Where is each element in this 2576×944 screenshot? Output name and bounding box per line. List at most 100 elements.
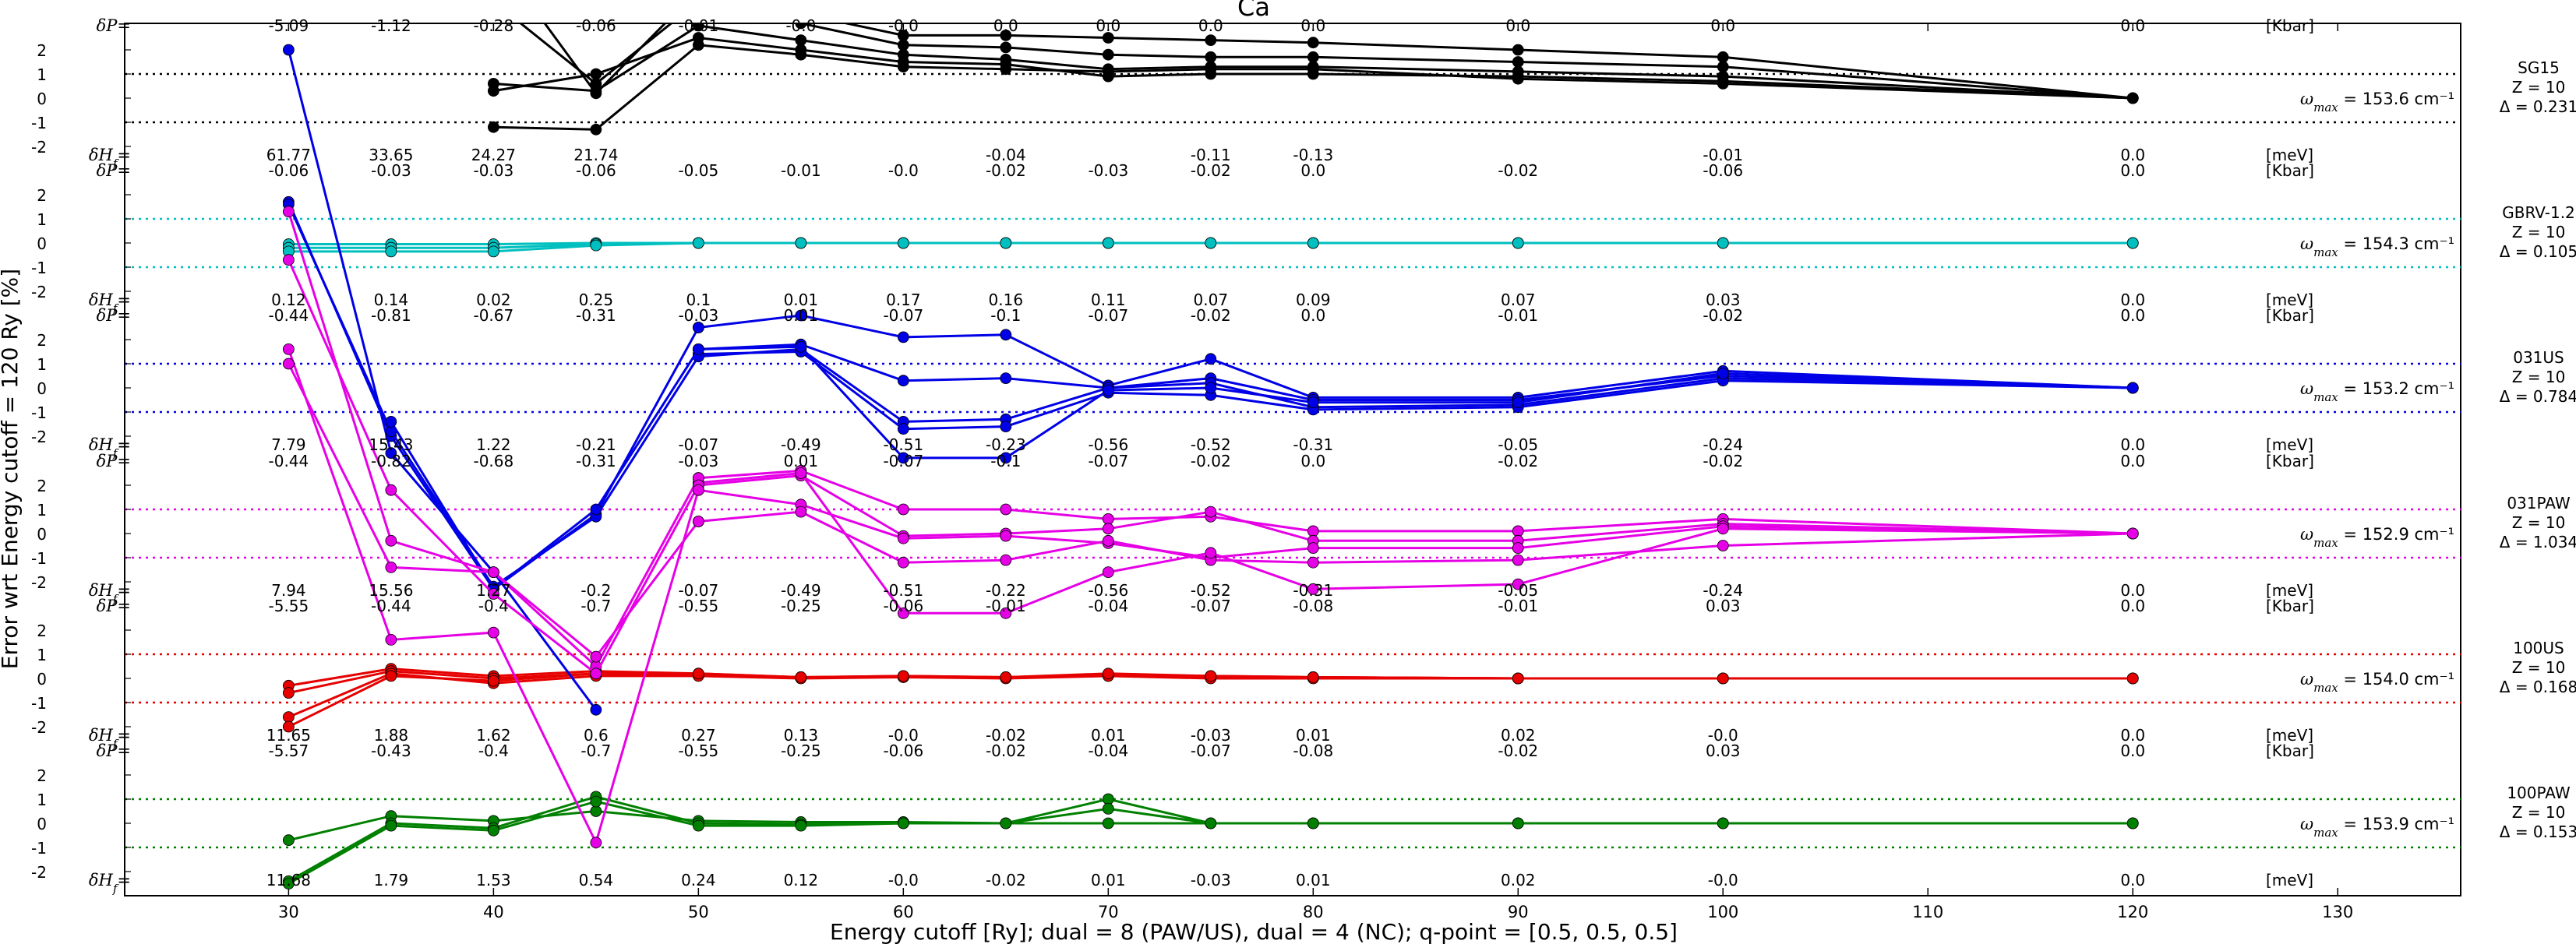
data-point [1307, 583, 1319, 595]
series-line [698, 347, 2133, 423]
pressure-value: -0.07 [883, 306, 923, 325]
pressure-value: -0.03 [473, 161, 513, 180]
data-point [1000, 63, 1012, 76]
omega-max-label: ωmax = 153.6 cm⁻¹ [2300, 90, 2454, 114]
enthalpy-value: 0.17 [886, 291, 921, 309]
data-point [282, 44, 295, 56]
enthalpy-value: 24.27 [471, 146, 516, 164]
data-point [385, 245, 397, 258]
pressure-value: -0.44 [371, 597, 411, 615]
pressure-symbol: δP= [97, 452, 131, 470]
data-point [1307, 51, 1319, 63]
series-line [698, 350, 2133, 431]
data-point [897, 375, 909, 387]
data-point [487, 626, 499, 639]
data-point [795, 340, 807, 353]
enthalpy-symbol: δHf= [89, 581, 131, 606]
pressure-value: 0.0 [2120, 597, 2145, 615]
enthalpy-unit: [meV] [2266, 581, 2313, 600]
data-point [795, 237, 807, 249]
pressure-value: -0.1 [990, 306, 1021, 325]
pressure-symbol: δP= [97, 597, 131, 615]
data-point [1205, 817, 1217, 830]
enthalpy-value: -0.13 [1293, 146, 1333, 164]
enthalpy-value: -0.22 [986, 581, 1026, 600]
enthalpy-value: 0.03 [1706, 291, 1741, 309]
data-point [385, 562, 397, 573]
series-line [288, 241, 2133, 253]
pressure-value: -0.4 [478, 741, 509, 760]
data-point [1205, 670, 1217, 682]
data-point [897, 61, 909, 73]
pressure-value: -0.1 [990, 452, 1021, 470]
pressure-value: -0.28 [473, 16, 513, 35]
enthalpy-value: 0.12 [784, 871, 819, 889]
data-point [1102, 237, 1114, 249]
y-tick-label: 2 [37, 331, 47, 350]
pressure-value: 0.0 [1300, 452, 1325, 470]
data-point [1717, 237, 1729, 249]
enthalpy-value: 21.74 [573, 146, 618, 164]
enthalpy-value: 1.22 [476, 435, 511, 454]
series-line [698, 345, 2133, 460]
enthalpy-value: 0.11 [1091, 291, 1126, 309]
data-point [795, 819, 807, 832]
pressure-value: -0.55 [678, 741, 718, 760]
pressure-value: -0.02 [1703, 306, 1743, 325]
pressure-value: -0.02 [986, 741, 1026, 760]
data-point [282, 711, 295, 723]
series-line [698, 343, 2133, 401]
pressure-value: -0.44 [269, 452, 309, 470]
panel-name: 031PAW [2507, 494, 2571, 513]
data-point [1512, 542, 1524, 554]
enthalpy-value: -0.51 [883, 581, 923, 600]
data-point [590, 503, 602, 516]
data-point [1512, 237, 1524, 249]
y-tick-label: 0 [37, 379, 47, 398]
enthalpy-value: -0.23 [986, 435, 1026, 454]
data-point [1512, 44, 1524, 56]
pressure-unit: [Kbar] [2266, 161, 2314, 180]
x-tick-label: 80 [1303, 903, 1324, 921]
pressure-value: -0.05 [678, 161, 718, 180]
pressure-unit: [Kbar] [2266, 741, 2314, 760]
data-point [1717, 61, 1729, 73]
pressure-value: 0.0 [2120, 452, 2145, 470]
y-tick-label: -1 [31, 839, 47, 858]
x-tick-label: 90 [1508, 903, 1529, 921]
y-tick-label: -2 [31, 863, 47, 882]
enthalpy-value: 0.25 [579, 291, 614, 309]
data-point [897, 817, 909, 830]
pressure-value: 0.03 [1706, 597, 1741, 615]
data-point [795, 34, 807, 46]
enthalpy-value: 33.65 [369, 146, 413, 164]
enthalpy-value: 1.27 [476, 581, 511, 600]
enthalpy-value: -0.56 [1088, 581, 1128, 600]
data-point [1102, 793, 1114, 805]
data-point [1102, 65, 1114, 78]
enthalpy-value: 0.07 [1194, 291, 1229, 309]
data-point [897, 423, 909, 435]
pressure-value: 0.0 [1300, 306, 1325, 325]
data-point [1000, 817, 1012, 830]
enthalpy-value: -0.02 [986, 871, 1026, 889]
data-point [1512, 396, 1524, 408]
data-point [488, 0, 499, 7]
pressure-value: -0.01 [1498, 597, 1538, 615]
enthalpy-value: 0.0 [2120, 435, 2145, 454]
data-point [590, 123, 602, 136]
enthalpy-value: 0.07 [1501, 291, 1536, 309]
data-point [282, 720, 295, 733]
pressure-value: -0.06 [1703, 161, 1743, 180]
data-point [1307, 396, 1319, 408]
data-point [692, 237, 704, 249]
data-point [487, 824, 499, 837]
pressure-value: -0.04 [1088, 597, 1128, 615]
enthalpy-value: -0.0 [888, 726, 919, 745]
pressure-value: -0.0 [888, 16, 919, 35]
enthalpy-symbol: δHf= [89, 726, 131, 751]
y-tick-label: 0 [37, 670, 47, 689]
data-point [1000, 503, 1012, 516]
pressure-symbol: δP= [97, 161, 131, 180]
pressure-value: -0.03 [371, 161, 411, 180]
